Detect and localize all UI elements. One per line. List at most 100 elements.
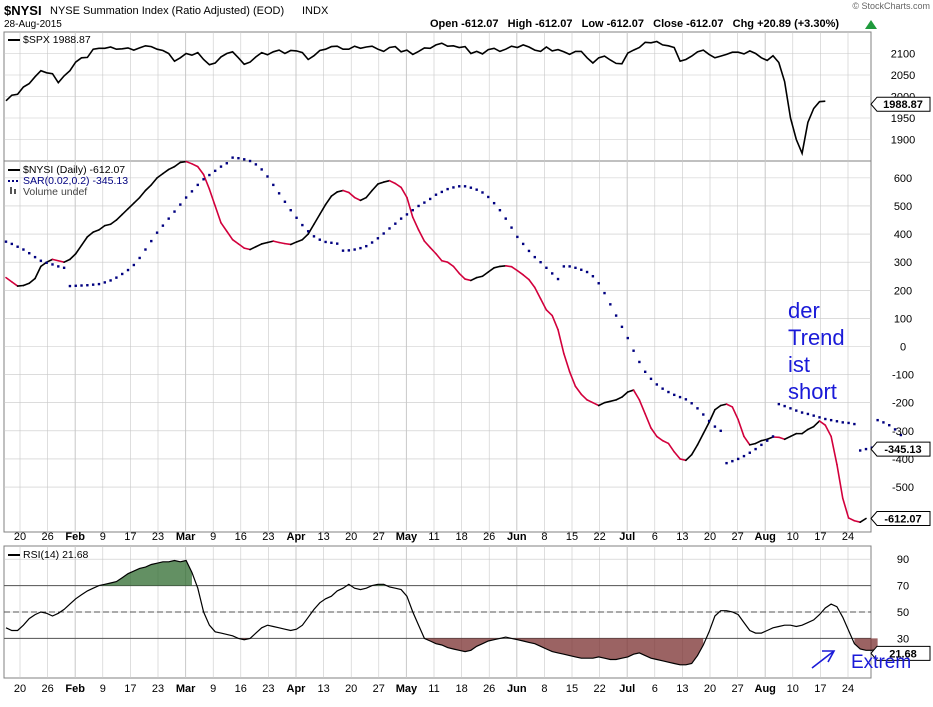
sar-dot <box>650 378 652 380</box>
sar-dot <box>807 413 809 415</box>
sar-dot <box>749 452 751 454</box>
sar-dot <box>772 435 774 437</box>
x-tick-label: 9 <box>100 683 106 695</box>
sar-dot <box>133 264 135 266</box>
sar-dot <box>69 285 71 287</box>
sar-dot <box>243 158 245 160</box>
value-tag-text: 1988.87 <box>883 99 923 111</box>
sar-dot <box>301 224 303 226</box>
sar-dot <box>138 257 140 259</box>
main-y-tick: 0 <box>900 342 906 354</box>
sar-dot <box>853 423 855 425</box>
x-tick-label: 18 <box>455 531 467 543</box>
x-tick-label: Apr <box>287 683 307 695</box>
sar-dot <box>121 273 123 275</box>
sar-dot <box>789 407 791 409</box>
x-tick-label: 27 <box>373 531 385 543</box>
header-date: 28-Aug-2015 <box>4 19 62 30</box>
x-tick-label: Mar <box>176 683 196 695</box>
x-tick-label: 23 <box>262 531 274 543</box>
sar-dot <box>690 402 692 404</box>
main-y-tick: 600 <box>894 173 912 185</box>
x-tick-label: 16 <box>235 683 247 695</box>
sar-dot <box>778 403 780 405</box>
sar-dot <box>295 217 297 219</box>
sar-dot <box>231 156 233 158</box>
sar-dot <box>865 448 867 450</box>
sar-dot <box>290 209 292 211</box>
x-tick-label: Feb <box>65 531 85 543</box>
sar-dot <box>429 198 431 200</box>
x-tick-label: Mar <box>176 531 196 543</box>
x-tick-label: 20 <box>14 531 26 543</box>
sar-dot <box>57 265 59 267</box>
sar-dot <box>45 262 47 264</box>
nysi-segment <box>285 244 291 245</box>
symbol: $NYSI <box>4 3 42 18</box>
sar-dot <box>226 162 228 164</box>
x-tick-label: 26 <box>483 683 495 695</box>
main-y-tick: 100 <box>894 313 912 325</box>
sar-dot <box>359 247 361 249</box>
sar-dot <box>394 222 396 224</box>
header: $NYSI NYSE Summation Index (Ratio Adjust… <box>4 1 930 30</box>
nysi-segment <box>180 162 186 163</box>
nysi-segment <box>500 266 506 267</box>
x-tick-label: 6 <box>652 683 658 695</box>
sar-dot <box>708 420 710 422</box>
x-tick-label: 20 <box>345 531 357 543</box>
main-y-tick: 200 <box>894 285 912 297</box>
annotation-trend-word: Trend <box>788 325 845 350</box>
x-tick-label: 9 <box>100 531 106 543</box>
sar-dot <box>859 449 861 451</box>
sar-dot <box>336 242 338 244</box>
sar-dot <box>516 236 518 238</box>
sar-dot <box>510 226 512 228</box>
main-legend-swatch <box>14 189 16 194</box>
sar-dot <box>214 170 216 172</box>
sar-dot <box>830 419 832 421</box>
rsi-y-tick: 30 <box>897 633 909 645</box>
x-tick-label: Aug <box>755 531 776 543</box>
main-legend-swatch <box>12 180 14 182</box>
sar-dot <box>813 414 815 416</box>
sar-dot <box>115 276 117 278</box>
x-tick-label: Jul <box>619 531 635 543</box>
x-tick-label: 9 <box>210 531 216 543</box>
sar-dot <box>609 303 611 305</box>
x-tick-label: 16 <box>235 531 247 543</box>
sar-dot <box>191 190 193 192</box>
sar-dot <box>487 196 489 198</box>
x-tick-label: 15 <box>566 683 578 695</box>
sar-dot <box>615 314 617 316</box>
value-tag-text: -612.07 <box>884 514 921 526</box>
sar-dot <box>406 213 408 215</box>
x-tick-label: 26 <box>483 531 495 543</box>
annotation-short: short <box>788 379 837 404</box>
sar-dot <box>417 205 419 207</box>
main-legend-swatch <box>10 187 12 194</box>
sar-dot <box>156 231 158 233</box>
sar-dot <box>534 256 536 258</box>
sar-dot <box>179 203 181 205</box>
sar-dot <box>313 235 315 237</box>
sar-dot <box>766 439 768 441</box>
sar-dot <box>266 175 268 177</box>
sar-dot <box>330 242 332 244</box>
sar-dot <box>493 202 495 204</box>
exchange: INDX <box>302 5 329 17</box>
sar-dot <box>737 458 739 460</box>
sar-dot <box>754 448 756 450</box>
x-tick-label: 13 <box>676 531 688 543</box>
sar-dot <box>842 421 844 423</box>
rsi-y-tick: 90 <box>897 554 909 566</box>
sar-dot <box>563 265 565 267</box>
main-y-tick: 500 <box>894 201 912 213</box>
main-y-tick: 300 <box>894 257 912 269</box>
price-y-tick: 1950 <box>891 113 915 125</box>
sar-dot <box>371 241 373 243</box>
price-y-tick: 2100 <box>891 49 915 61</box>
sar-dot <box>284 201 286 203</box>
sar-dot <box>598 282 600 284</box>
